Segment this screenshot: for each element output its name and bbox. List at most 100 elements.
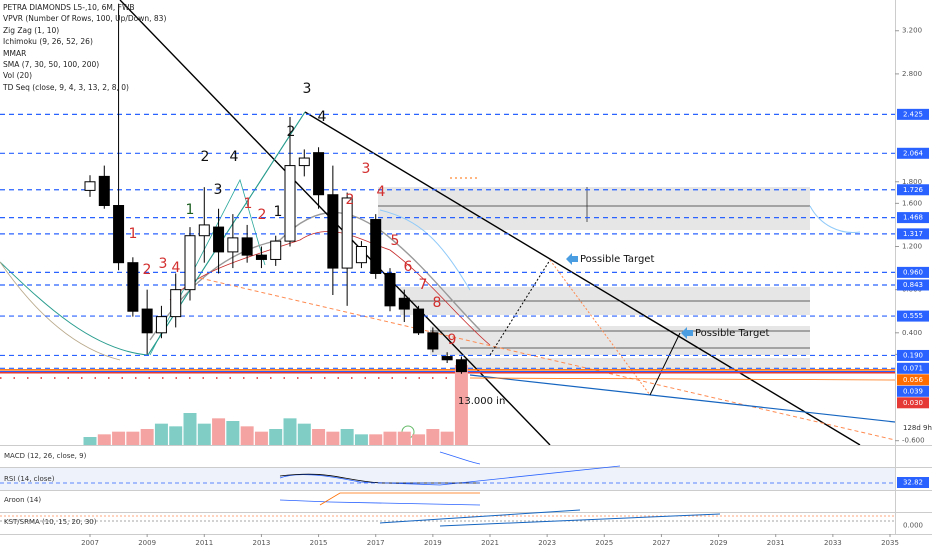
- annotation: 3: [362, 161, 371, 177]
- level-label: 2.064: [903, 149, 924, 157]
- candle-body: [84, 181, 96, 191]
- annotation: 3: [214, 182, 223, 198]
- volume-bar: [326, 431, 340, 445]
- level-label-box: [897, 374, 929, 386]
- x-tick-label: 2031: [767, 539, 785, 547]
- level-label-box: [897, 184, 929, 196]
- level-label-box: [897, 362, 929, 374]
- candle-body: [313, 152, 325, 196]
- y-tick-label: 2.800: [902, 70, 922, 78]
- volume-bar: [269, 429, 283, 445]
- candle-body: [227, 237, 239, 253]
- y-tick-label: -0.600: [902, 437, 925, 445]
- volume-bar: [454, 365, 468, 445]
- candle-body: [370, 219, 382, 274]
- level-label-box: [897, 385, 929, 397]
- level-label-box: [897, 349, 929, 361]
- y-tick-label: 1.600: [902, 199, 922, 207]
- level-label-box: [897, 108, 929, 120]
- candle-body: [327, 194, 339, 269]
- candle-body: [455, 359, 467, 373]
- countdown: 128d 9h: [903, 424, 932, 432]
- pane-lines: [0, 451, 895, 527]
- volume-bar: [254, 431, 268, 445]
- volume-bar: [369, 434, 383, 445]
- annotation: 2: [287, 124, 296, 140]
- level-label-box: [897, 147, 929, 159]
- legend-entry: Zig Zag (1, 10): [3, 25, 60, 35]
- volume-bar: [340, 429, 354, 445]
- level-label: 0.190: [903, 351, 923, 359]
- pane-title: KST/SRMA (10, 15, 20, 30): [4, 518, 97, 526]
- pane-label: 32.82: [903, 479, 923, 487]
- legend: PETRA DIAMONDS L5-,10, 6M, FWB VPVR (Numb…: [3, 2, 166, 93]
- annotation: 4: [230, 149, 239, 165]
- volume-bar: [397, 431, 411, 445]
- level-label: 1.468: [903, 214, 923, 222]
- candle-body: [284, 165, 296, 242]
- candle-body: [413, 308, 425, 334]
- candle-body: [298, 157, 310, 167]
- x-tick-label: 2033: [824, 539, 842, 547]
- x-tick-label: 2011: [195, 539, 213, 547]
- candle-body: [355, 246, 367, 264]
- level-label: 2.425: [903, 110, 923, 118]
- volume-bar: [126, 431, 140, 445]
- volume-bar: [297, 423, 311, 445]
- x-tick-label: 2019: [424, 539, 442, 547]
- candle-body: [441, 356, 453, 361]
- candle-body: [170, 289, 182, 318]
- volume-bar: [354, 434, 368, 445]
- pane-title: RSI (14, close): [4, 475, 55, 483]
- y-tick-label: 1.200: [902, 243, 922, 251]
- candle-body: [270, 240, 282, 260]
- volume-bar: [240, 426, 254, 445]
- volume-bar: [212, 418, 226, 445]
- candle-body: [113, 205, 125, 264]
- level-label-box: [897, 279, 929, 291]
- candle-body: [198, 224, 210, 237]
- pane-title: Aroon (14): [4, 496, 41, 504]
- annotation: 1: [186, 202, 195, 218]
- level-label-box: [897, 212, 929, 224]
- legend-entry: MMAR: [3, 48, 27, 58]
- legend-entry: Ichimoku (9, 26, 52, 26): [3, 37, 93, 47]
- volume-bar: [197, 423, 211, 445]
- annotation: 1: [129, 226, 138, 242]
- pane-title: MACD (12, 26, close, 9): [4, 452, 87, 460]
- x-tick-label: 2013: [253, 539, 271, 547]
- volume-bar: [412, 434, 426, 445]
- candle-body: [427, 332, 439, 350]
- candle-body: [213, 226, 225, 253]
- level-label: 1.317: [903, 230, 923, 238]
- volume-bar: [169, 426, 183, 445]
- volume-bar: [283, 418, 297, 445]
- level-label: 0.960: [903, 268, 923, 276]
- level-label-box: [897, 310, 929, 322]
- level-label: 1.726: [903, 186, 924, 194]
- annotation: 9: [448, 332, 457, 348]
- annotation: 2: [143, 262, 152, 278]
- y-tick-label: 0.400: [902, 329, 922, 337]
- drawings: [0, 0, 895, 445]
- candle-body: [141, 308, 153, 334]
- annotation: 13.000 in: [458, 396, 505, 407]
- x-tick-label: 2021: [481, 539, 499, 547]
- legend-entry: TD Seq (close, 9, 4, 3, 13, 2, 8, 0): [3, 82, 129, 92]
- legend-entry: VPVR (Number Of Rows, 100, Up/Down, 83): [3, 14, 167, 24]
- annotation: 8: [433, 295, 442, 311]
- volume-bar: [83, 437, 97, 445]
- volume-bar: [154, 423, 168, 445]
- x-tick-label: 2027: [653, 539, 671, 547]
- annotation: 7: [419, 277, 428, 293]
- legend-entry: Vol (20): [3, 71, 33, 81]
- candle-body: [155, 316, 167, 334]
- level-label: 0.039: [903, 387, 923, 395]
- volume-bar: [112, 431, 126, 445]
- pane-label-box: [897, 477, 929, 488]
- legend-entry: SMA (7, 30, 50, 100, 200): [3, 60, 100, 70]
- level-label: 0.030: [903, 399, 923, 407]
- annotation: 4: [318, 109, 327, 125]
